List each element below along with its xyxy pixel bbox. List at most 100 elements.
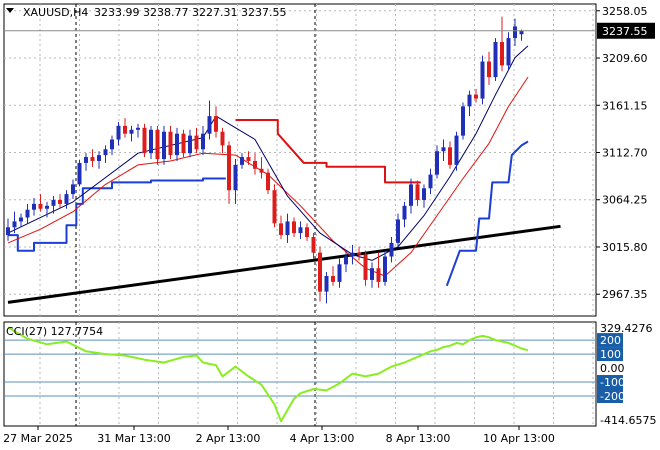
candle [58, 194, 62, 208]
candle-body [454, 135, 459, 165]
candle-body [246, 157, 251, 161]
candle-body [480, 61, 485, 99]
price-tick-label: 3015.80 [602, 241, 648, 254]
candle-body [467, 94, 472, 107]
candle [480, 55, 485, 105]
candle-body [32, 203, 36, 210]
price-plot-frame [3, 3, 597, 317]
candle [233, 159, 238, 204]
candle-body [201, 133, 205, 150]
candle-body [305, 227, 309, 238]
chart-header-symbol: XAUUSD,H4 [23, 6, 88, 19]
candle-body [409, 184, 413, 206]
candle-body [363, 254, 368, 280]
candle [155, 125, 160, 165]
candle [64, 190, 69, 209]
candle-body [19, 217, 23, 222]
candle-body [188, 135, 192, 154]
candle [194, 127, 199, 154]
cci-level-label: 200 [600, 334, 621, 347]
candle-body [25, 209, 30, 218]
candle-body [376, 268, 381, 282]
candle-body [71, 184, 75, 195]
cci-level-label: 100 [600, 348, 621, 361]
time-tick-label: 10 Apr 13:00 [483, 432, 555, 445]
candle-body [175, 133, 179, 156]
candle [474, 88, 478, 103]
candle [45, 201, 49, 218]
candle [253, 153, 257, 175]
candle [396, 213, 400, 247]
candle-body [272, 190, 277, 224]
stop-line-up [445, 140, 529, 287]
cci-level-label: -100 [600, 376, 625, 389]
candle [272, 184, 277, 228]
candle [175, 127, 179, 161]
candle [259, 157, 264, 179]
candle [298, 221, 303, 239]
last-price-label: 3237.55 [602, 25, 648, 38]
candle [25, 203, 30, 224]
candle-body [64, 194, 69, 204]
candle-body [461, 106, 465, 136]
candle-body [285, 221, 290, 236]
candle-body [103, 149, 108, 156]
candle-body [240, 157, 244, 165]
candle-body [415, 184, 420, 200]
candle [350, 244, 355, 265]
candle-body [129, 129, 134, 134]
candle [357, 246, 361, 261]
candle-body [402, 205, 407, 220]
cci-tick-label: 0.00 [600, 362, 625, 375]
cci-level-badge [597, 375, 623, 390]
candle-body [428, 174, 433, 189]
candle [32, 198, 36, 216]
candle [90, 149, 95, 167]
candle [214, 106, 218, 138]
candle [461, 102, 465, 140]
candle [168, 125, 173, 160]
candle-body [350, 252, 355, 257]
candle [389, 237, 394, 263]
chart-frames [3, 3, 597, 427]
candle-body [45, 205, 49, 209]
candle-body [51, 199, 56, 206]
last-price-badge [597, 22, 655, 39]
candle-body [344, 256, 348, 265]
candle-body [298, 227, 303, 234]
candle-body [500, 42, 504, 66]
candle [129, 125, 134, 142]
price-tick-label: 3064.25 [602, 194, 648, 207]
candle-body [318, 252, 322, 292]
candle [305, 223, 309, 241]
candle [201, 125, 205, 156]
candle [292, 217, 296, 238]
candle [506, 32, 511, 70]
stop-line-down [235, 119, 421, 184]
candle [116, 121, 121, 146]
candle-body [331, 276, 335, 282]
candle-body [519, 30, 524, 35]
candle-body [194, 135, 199, 150]
candle [38, 194, 43, 212]
candle [220, 127, 225, 154]
candle-body [149, 129, 153, 154]
candle-body [370, 268, 374, 280]
cci-level-badge [597, 388, 623, 403]
cci-tick-label: -414.6575 [600, 414, 656, 427]
candle [188, 129, 192, 158]
candle-body [181, 133, 186, 154]
candle-body [168, 131, 173, 156]
cci-plot [4, 326, 596, 423]
price-plot [4, 16, 596, 304]
candle [103, 145, 108, 163]
candle-body [227, 145, 231, 191]
moving-average-slow [7, 76, 529, 277]
candle [409, 178, 413, 214]
candle-body [513, 26, 517, 39]
time-tick-label: 8 Apr 13:00 [386, 432, 451, 445]
candle [246, 151, 251, 165]
candle [435, 145, 439, 179]
price-tick-label: 3258.05 [602, 5, 648, 18]
